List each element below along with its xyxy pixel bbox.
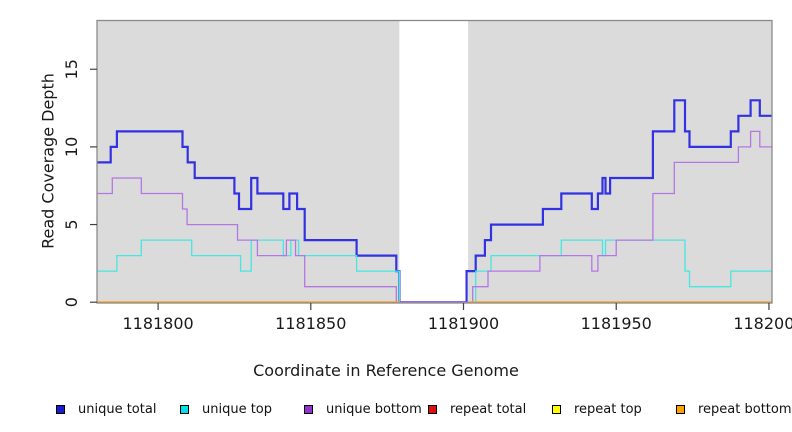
y-tick-label: 15 — [62, 59, 81, 79]
y-tick-label: 5 — [62, 219, 81, 229]
series-line-unique-total — [97, 99, 772, 304]
x-axis-title: Coordinate in Reference Genome — [253, 361, 519, 380]
series-line-unique-bottom — [97, 130, 772, 303]
y-tick-label: 0 — [62, 297, 81, 307]
x-tick-label: 1181900 — [428, 314, 499, 333]
y-tick-label: 10 — [62, 137, 81, 157]
x-tick-label: 1181950 — [581, 314, 652, 333]
series-line-unique-top — [97, 239, 772, 303]
x-tick-label: 1181850 — [275, 314, 346, 333]
plot-border — [96, 19, 773, 304]
x-tick-label: 1181800 — [122, 314, 193, 333]
y-axis-title: Read Coverage Depth — [38, 73, 58, 249]
masked-region — [399, 20, 469, 303]
